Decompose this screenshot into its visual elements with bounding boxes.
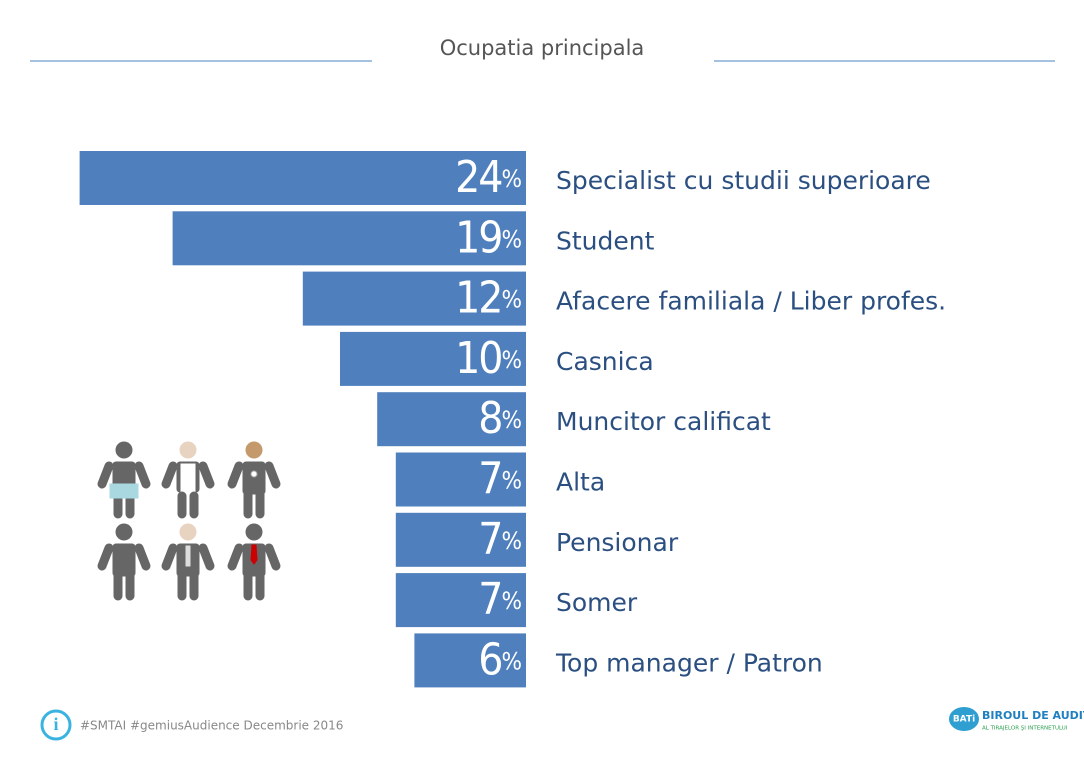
info-icon	[40, 709, 72, 741]
category-label: Muncitor calificat	[556, 407, 771, 436]
value-label: 24%	[455, 152, 522, 203]
source: #SMTAI #gemiusAudience Decembrie 2016	[80, 719, 343, 733]
bar	[302, 271, 526, 326]
category-label: Pensionar	[556, 528, 679, 557]
bar	[395, 512, 526, 567]
value-label: 6%	[478, 634, 522, 685]
value-label: 7%	[478, 574, 522, 625]
value-label: 7%	[478, 514, 522, 565]
bar	[377, 392, 526, 447]
category-label: Afacere familiala / Liber profes.	[556, 287, 946, 316]
category-label: Specialist cu studii superioare	[556, 166, 931, 195]
category-label: Somer	[556, 588, 638, 617]
category-label: Student	[556, 226, 655, 255]
value-label: 7%	[478, 454, 522, 505]
logo-subtitle: AL TIRAJELOR ŞI INTERNETULUI	[982, 726, 1068, 732]
logo-mark: BATi	[953, 715, 975, 725]
bar	[395, 573, 526, 628]
value-label: 10%	[455, 333, 522, 384]
people-icons	[97, 441, 281, 601]
category-label: Casnica	[556, 347, 654, 376]
logo-badge	[949, 707, 979, 731]
category-label: Alta	[556, 468, 605, 497]
bar	[395, 452, 526, 507]
value-label: 19%	[455, 212, 522, 263]
bar	[340, 331, 526, 386]
info-icon-text: i	[53, 714, 58, 734]
value-label: 12%	[455, 273, 522, 324]
value-label: 8%	[478, 393, 522, 444]
bar	[414, 633, 526, 688]
logo: BIROUL DE AUDIT	[982, 709, 1084, 722]
bar	[172, 211, 526, 266]
chart-title: Ocupatia principala	[440, 36, 645, 60]
bar	[79, 151, 526, 205]
category-label: Top manager / Patron	[555, 648, 823, 677]
